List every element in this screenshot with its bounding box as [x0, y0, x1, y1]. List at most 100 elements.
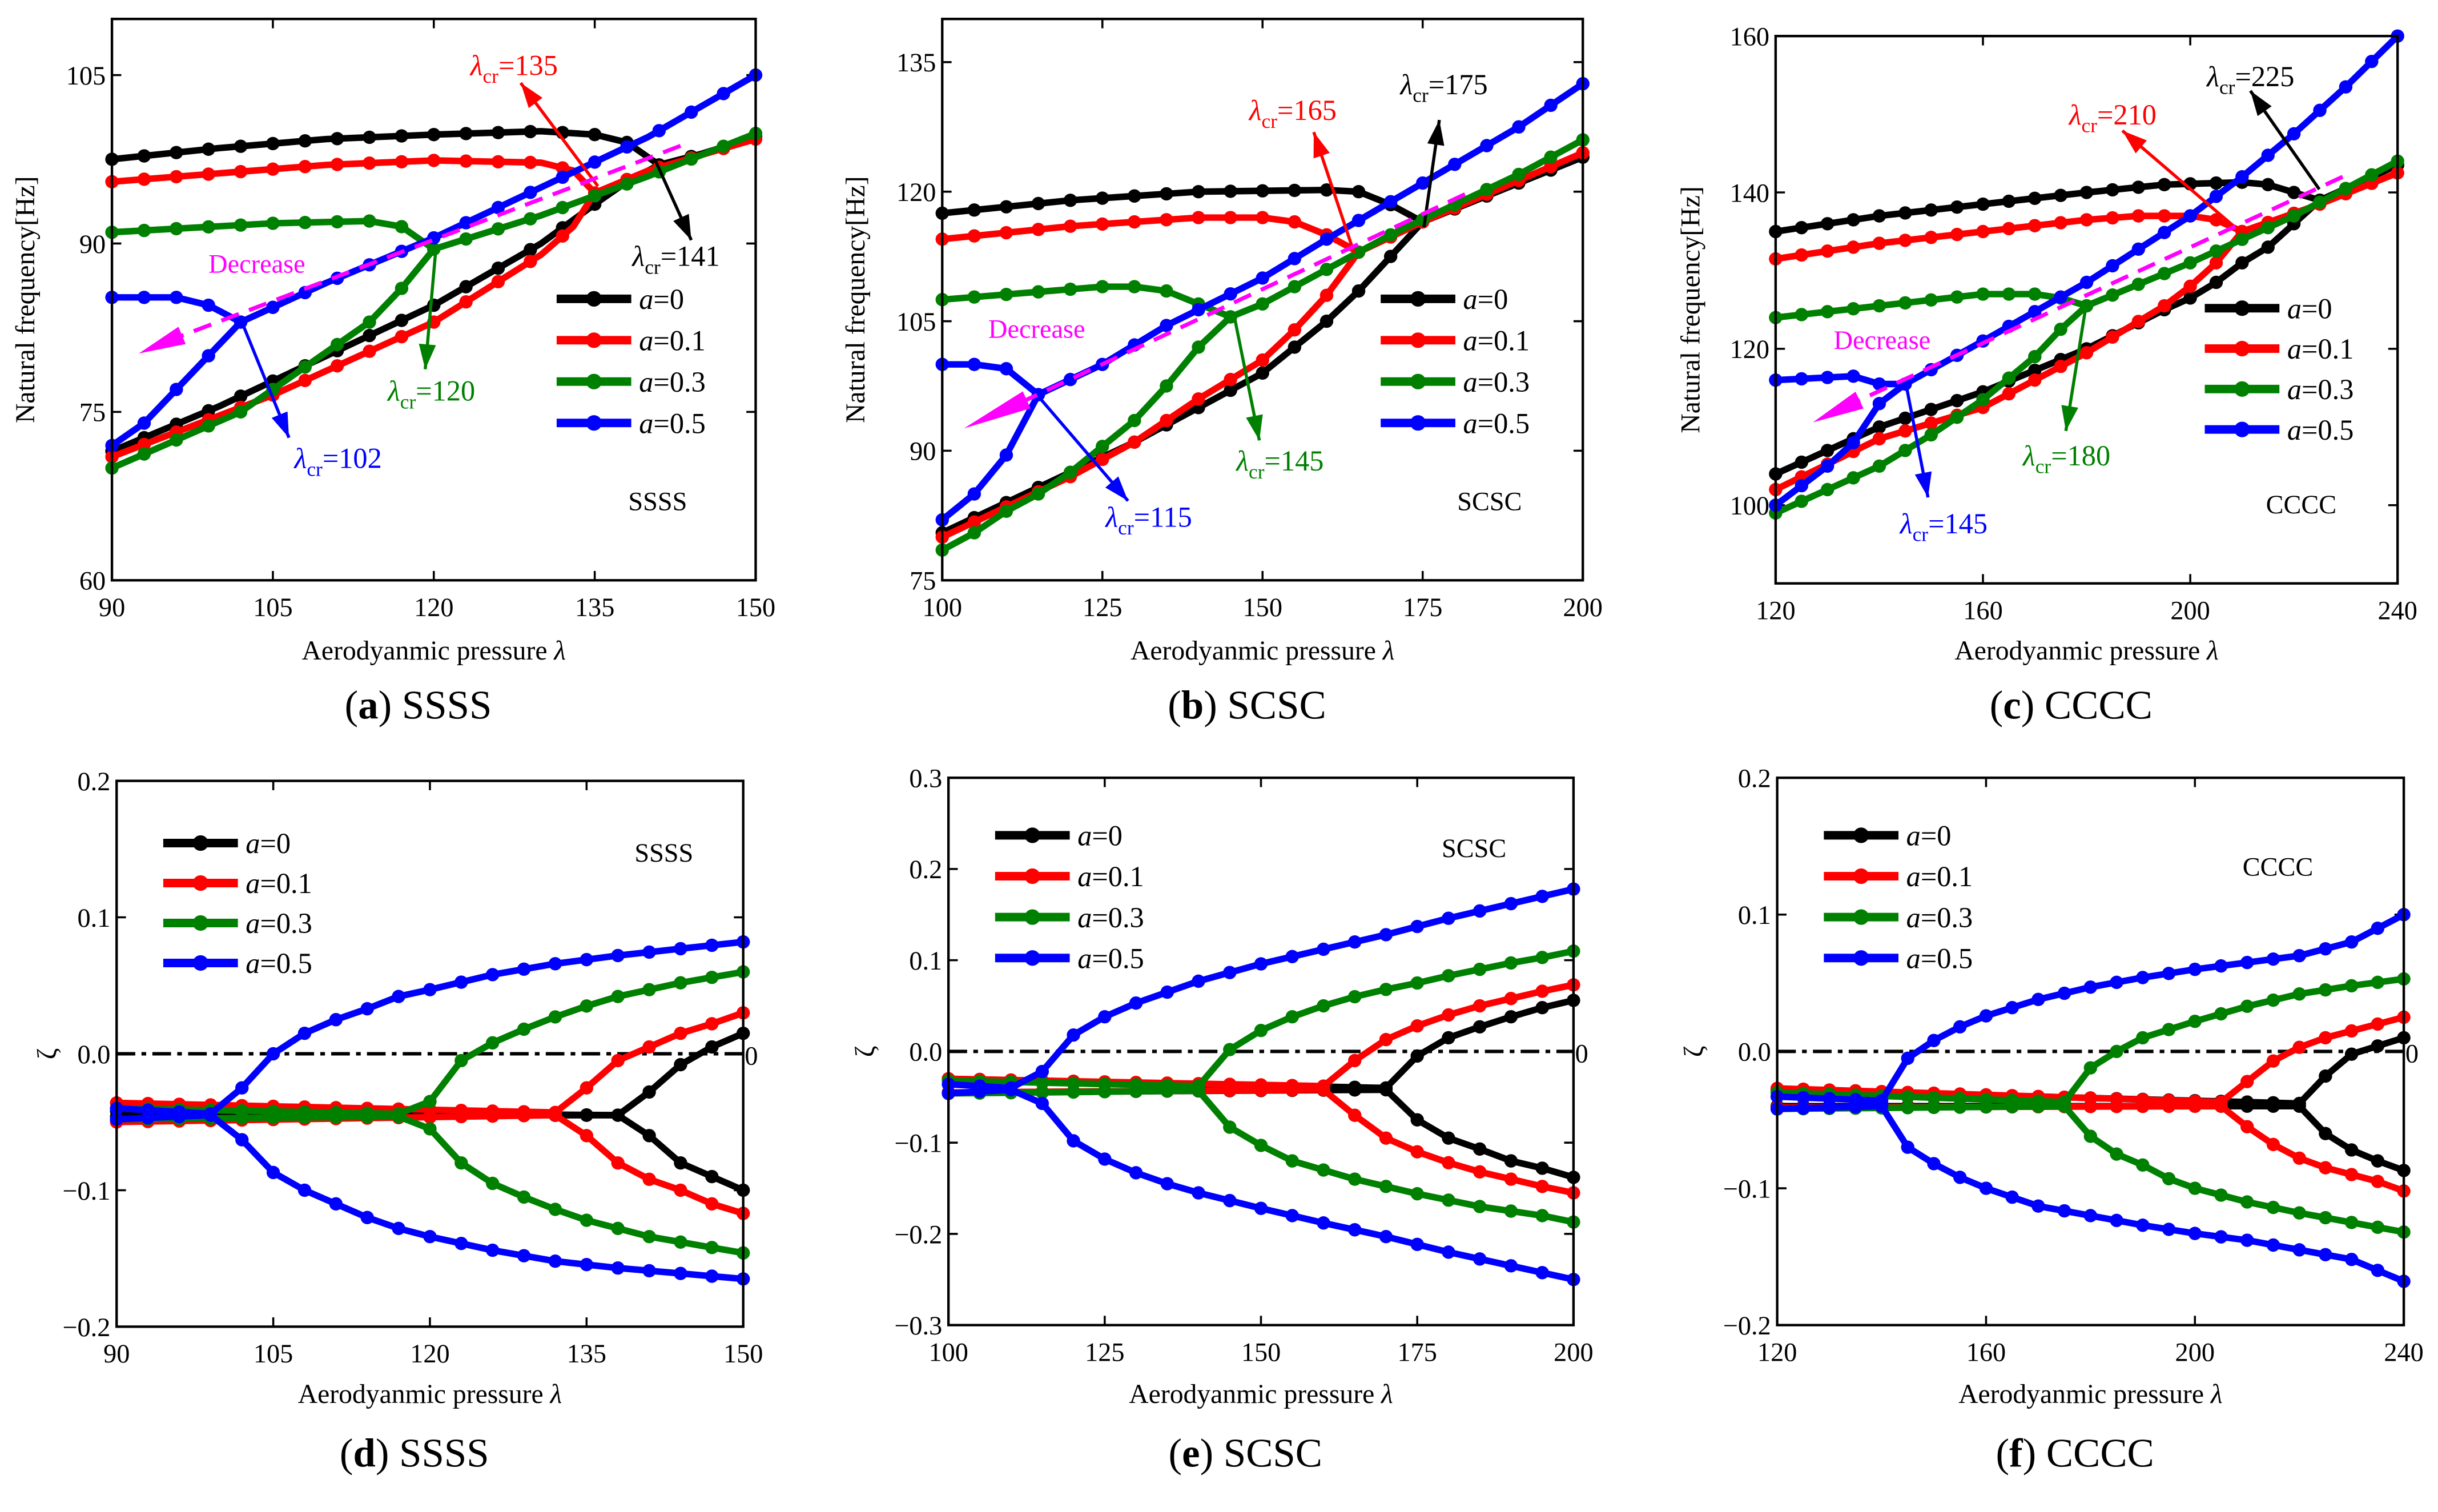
- caption-paren-close: ): [2023, 1431, 2037, 1476]
- zero-line-label: 0: [2405, 1039, 2419, 1068]
- data-point: [2214, 1188, 2228, 1202]
- data-point: [611, 1261, 625, 1275]
- data-point: [2079, 275, 2094, 289]
- data-point: [1192, 303, 1205, 317]
- data-point: [2136, 1099, 2150, 1113]
- data-point: [1223, 1083, 1237, 1097]
- subscript-cr: cr: [1262, 110, 1278, 132]
- legend-value: =0.1: [1092, 860, 1144, 892]
- legend-variable: a: [1077, 902, 1092, 934]
- data-point: [1535, 1180, 1549, 1193]
- boundary-condition-label: SSSS: [628, 488, 687, 517]
- data-point: [423, 1095, 437, 1108]
- legend-value: =0.1: [1478, 325, 1530, 357]
- data-point: [1924, 428, 1938, 442]
- boundary-condition-label: SSSS: [634, 839, 693, 868]
- data-point: [2057, 1099, 2071, 1113]
- data-point: [1872, 432, 1886, 446]
- subscript-cr: cr: [2082, 114, 2098, 137]
- lambda-symbol: λ: [293, 443, 307, 474]
- data-point: [1319, 263, 1334, 276]
- data-point: [2371, 1220, 2385, 1234]
- data-point: [2266, 952, 2280, 966]
- series-a=0.5: [1769, 29, 2404, 512]
- data-point: [330, 158, 344, 171]
- x-axis-label-symbol: λ: [1380, 1380, 1393, 1409]
- x-axis-label-text: Aerodyanmic pressure: [298, 1380, 550, 1409]
- legend-label: a=0.3: [2287, 373, 2354, 405]
- data-point: [556, 170, 569, 184]
- data-point: [486, 1109, 500, 1123]
- data-point: [486, 968, 500, 982]
- series-line: [948, 1086, 1575, 1196]
- data-point: [2079, 346, 2094, 360]
- lambda-symbol: λ: [631, 240, 645, 272]
- data-point: [1256, 353, 1269, 367]
- caption-paren-open: (: [1168, 683, 1181, 728]
- data-point: [1927, 1091, 1941, 1105]
- data-point: [202, 298, 215, 312]
- data-point: [1379, 983, 1393, 996]
- arrowhead-icon: [2250, 91, 2272, 116]
- data-point: [517, 1249, 531, 1262]
- data-point: [1504, 1172, 1518, 1186]
- data-point: [1442, 1131, 1455, 1145]
- data-point: [454, 975, 468, 989]
- data-point: [1820, 444, 1834, 457]
- legend-variable: a: [1463, 325, 1478, 357]
- critical-point-annotation: λcr=165: [1248, 94, 1356, 254]
- data-point: [2162, 1172, 2176, 1185]
- data-point: [1031, 196, 1045, 211]
- data-point: [2158, 299, 2171, 313]
- data-point: [2054, 216, 2067, 230]
- data-point: [137, 291, 151, 304]
- data-point: [2002, 371, 2016, 385]
- data-point: [1901, 1140, 1914, 1154]
- data-point: [1096, 440, 1109, 453]
- data-point: [1035, 1085, 1049, 1099]
- data-point: [2136, 1219, 2150, 1232]
- x-tick-label: 90: [103, 1340, 130, 1369]
- data-point: [1872, 299, 1886, 313]
- data-point: [1872, 420, 1886, 434]
- arrowhead-icon: [271, 411, 289, 438]
- data-point: [2371, 1175, 2385, 1188]
- legend-value: =0.3: [1092, 902, 1144, 934]
- data-point: [235, 1133, 249, 1147]
- data-point: [524, 212, 537, 226]
- series-line: [948, 886, 1575, 1092]
- lambda-symbol: λ: [1235, 445, 1249, 477]
- legend-label: a=0.5: [1906, 942, 1973, 974]
- legend-marker: [586, 373, 602, 389]
- data-point: [999, 226, 1013, 240]
- data-point: [2162, 1099, 2176, 1113]
- data-point: [1288, 323, 1302, 337]
- data-point: [491, 261, 505, 275]
- data-point: [2209, 256, 2223, 270]
- critical-point-annotation: λcr=115: [1037, 395, 1192, 539]
- data-point: [2319, 983, 2332, 997]
- legend-label: a=0: [1463, 283, 1508, 315]
- x-tick-label: 135: [567, 1340, 606, 1369]
- data-point: [2188, 1181, 2202, 1195]
- data-point: [202, 349, 215, 363]
- data-point: [1096, 452, 1109, 467]
- panel-caption: (e) SCSC: [1169, 1431, 1322, 1476]
- data-point: [1442, 1193, 1455, 1207]
- data-point: [1379, 1032, 1393, 1047]
- legend-variable: a: [1906, 820, 1921, 852]
- data-point: [1067, 1134, 1080, 1148]
- data-point: [204, 1108, 218, 1122]
- data-point: [137, 437, 151, 452]
- critical-value: =225: [2235, 61, 2294, 93]
- data-point: [1480, 183, 1494, 196]
- legend-marker: [192, 835, 208, 851]
- x-axis-label: Aerodyanmic pressure λ: [302, 636, 566, 666]
- data-point: [2131, 180, 2146, 194]
- data-point: [1473, 1142, 1487, 1156]
- data-point: [1442, 1031, 1455, 1045]
- lambda-symbol: λ: [1899, 508, 1913, 540]
- data-point: [1846, 302, 1860, 316]
- data-point: [1096, 217, 1109, 231]
- data-point: [2261, 240, 2275, 254]
